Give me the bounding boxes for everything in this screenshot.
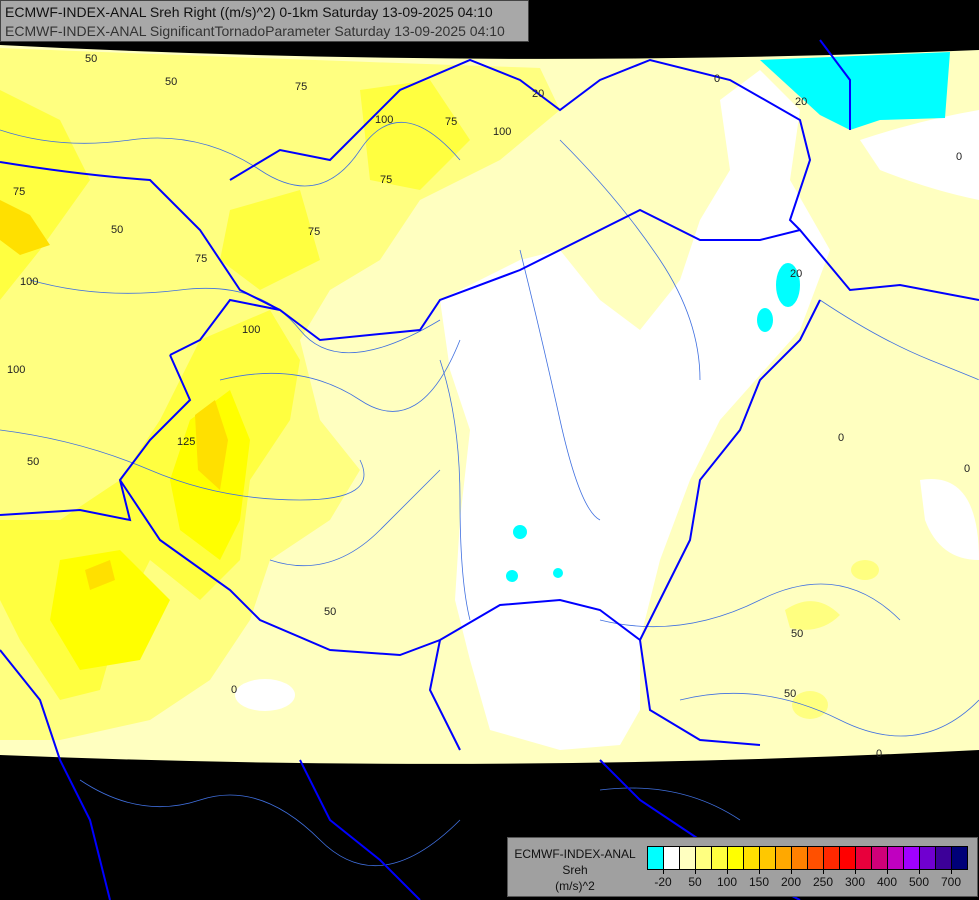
- legend-swatch: [840, 847, 856, 869]
- legend-swatch: [856, 847, 872, 869]
- field-cyan-1: [776, 263, 800, 307]
- svg-text:0: 0: [714, 73, 720, 85]
- legend-tick: [855, 869, 856, 874]
- legend-swatch: [776, 847, 792, 869]
- svg-text:100: 100: [242, 324, 260, 336]
- field-cyan-5: [553, 568, 563, 578]
- legend-tick: [759, 869, 760, 874]
- svg-text:50: 50: [85, 53, 97, 65]
- legend-tick: [695, 869, 696, 874]
- legend-tick: [951, 869, 952, 874]
- legend-swatch: [696, 847, 712, 869]
- field-cyan-3: [513, 525, 527, 539]
- legend-tick-label: 400: [876, 875, 898, 889]
- svg-text:100: 100: [7, 364, 25, 376]
- field-cyan-2: [757, 308, 773, 332]
- svg-text:75: 75: [380, 174, 392, 186]
- svg-text:50: 50: [165, 76, 177, 88]
- svg-text:75: 75: [295, 81, 307, 93]
- svg-text:75: 75: [445, 116, 457, 128]
- field-yellow-east-blob: [785, 601, 840, 630]
- legend-tick: [727, 869, 728, 874]
- legend-colorbar: [647, 846, 968, 870]
- color-legend: ECMWF-INDEX-ANAL Sreh (m/s)^2 -20 50 100 15…: [507, 837, 978, 897]
- svg-text:50: 50: [791, 628, 803, 640]
- legend-model: ECMWF-INDEX-ANAL: [514, 847, 636, 861]
- legend-swatch: [792, 847, 808, 869]
- legend-tick-label: 100: [716, 875, 738, 889]
- field-white-ne: [860, 110, 979, 200]
- legend-title: ECMWF-INDEX-ANAL Sreh (m/s)^2: [512, 846, 638, 894]
- svg-text:75: 75: [13, 186, 25, 198]
- legend-tick-label: 200: [780, 875, 802, 889]
- svg-text:0: 0: [964, 463, 970, 475]
- legend-swatch: [904, 847, 920, 869]
- svg-text:75: 75: [195, 253, 207, 265]
- field-yellow-strong: [0, 80, 470, 700]
- legend-unit: (m/s)^2: [555, 879, 595, 893]
- svg-text:0: 0: [876, 748, 882, 760]
- svg-text:100: 100: [493, 126, 511, 138]
- svg-text:50: 50: [324, 606, 336, 618]
- svg-text:100: 100: [375, 114, 393, 126]
- legend-swatch: [936, 847, 952, 869]
- svg-text:125: 125: [177, 436, 195, 448]
- legend-swatch: [824, 847, 840, 869]
- field-cyan-4: [506, 570, 518, 582]
- legend-tick-label: 150: [748, 875, 770, 889]
- legend-swatch: [664, 847, 680, 869]
- title-line-sreh: ECMWF-INDEX-ANAL Sreh Right ((m/s)^2) 0-…: [5, 4, 493, 20]
- legend-tick: [663, 869, 664, 874]
- field-white-sw: [235, 679, 295, 711]
- field-white-east: [920, 479, 979, 560]
- legend-tick-label: 300: [844, 875, 866, 889]
- legend-swatch: [888, 847, 904, 869]
- svg-text:0: 0: [231, 684, 237, 696]
- svg-text:50: 50: [784, 688, 796, 700]
- legend-tick: [887, 869, 888, 874]
- legend-swatch: [808, 847, 824, 869]
- legend-tick: [823, 869, 824, 874]
- legend-swatch: [728, 847, 744, 869]
- legend-swatch: [744, 847, 760, 869]
- field-cyan-ne: [760, 52, 950, 130]
- svg-text:50: 50: [27, 456, 39, 468]
- legend-swatch: [760, 847, 776, 869]
- svg-text:50: 50: [111, 224, 123, 236]
- svg-text:100: 100: [20, 276, 38, 288]
- legend-swatch: [680, 847, 696, 869]
- svg-text:20: 20: [532, 88, 544, 100]
- legend-tick: [919, 869, 920, 874]
- legend-tick-label: -20: [654, 875, 672, 889]
- legend-tick-label: 250: [812, 875, 834, 889]
- legend-variable: Sreh: [562, 863, 588, 877]
- field-yellow-east-2: [851, 560, 879, 580]
- svg-text:0: 0: [838, 432, 844, 444]
- contour-labels: 50 50 75 100 75 100 20 0 20 0 75 50 75 7…: [7, 53, 970, 760]
- legend-ticks: -20 50 100 150 200 250 300 400 500 700: [647, 869, 969, 889]
- svg-text:20: 20: [795, 96, 807, 108]
- svg-text:20: 20: [790, 268, 802, 280]
- legend-swatch: [872, 847, 888, 869]
- svg-text:0: 0: [956, 151, 962, 163]
- legend-swatch: [712, 847, 728, 869]
- title-line-stp: ECMWF-INDEX-ANAL SignificantTornadoParam…: [5, 23, 505, 39]
- legend-swatch: [952, 847, 967, 869]
- legend-swatch: [648, 847, 664, 869]
- field-yellow-east-3: [792, 691, 828, 719]
- svg-text:75: 75: [308, 226, 320, 238]
- map-title-box: ECMWF-INDEX-ANAL Sreh Right ((m/s)^2) 0-…: [0, 0, 529, 42]
- legend-tick-label: 50: [688, 875, 702, 889]
- legend-swatch: [920, 847, 936, 869]
- legend-tick-label: 500: [908, 875, 930, 889]
- legend-tick-label: 700: [940, 875, 962, 889]
- country-borders: [0, 39, 979, 900]
- field-gold-core: [0, 200, 228, 590]
- legend-tick: [791, 869, 792, 874]
- rivers: [0, 122, 979, 867]
